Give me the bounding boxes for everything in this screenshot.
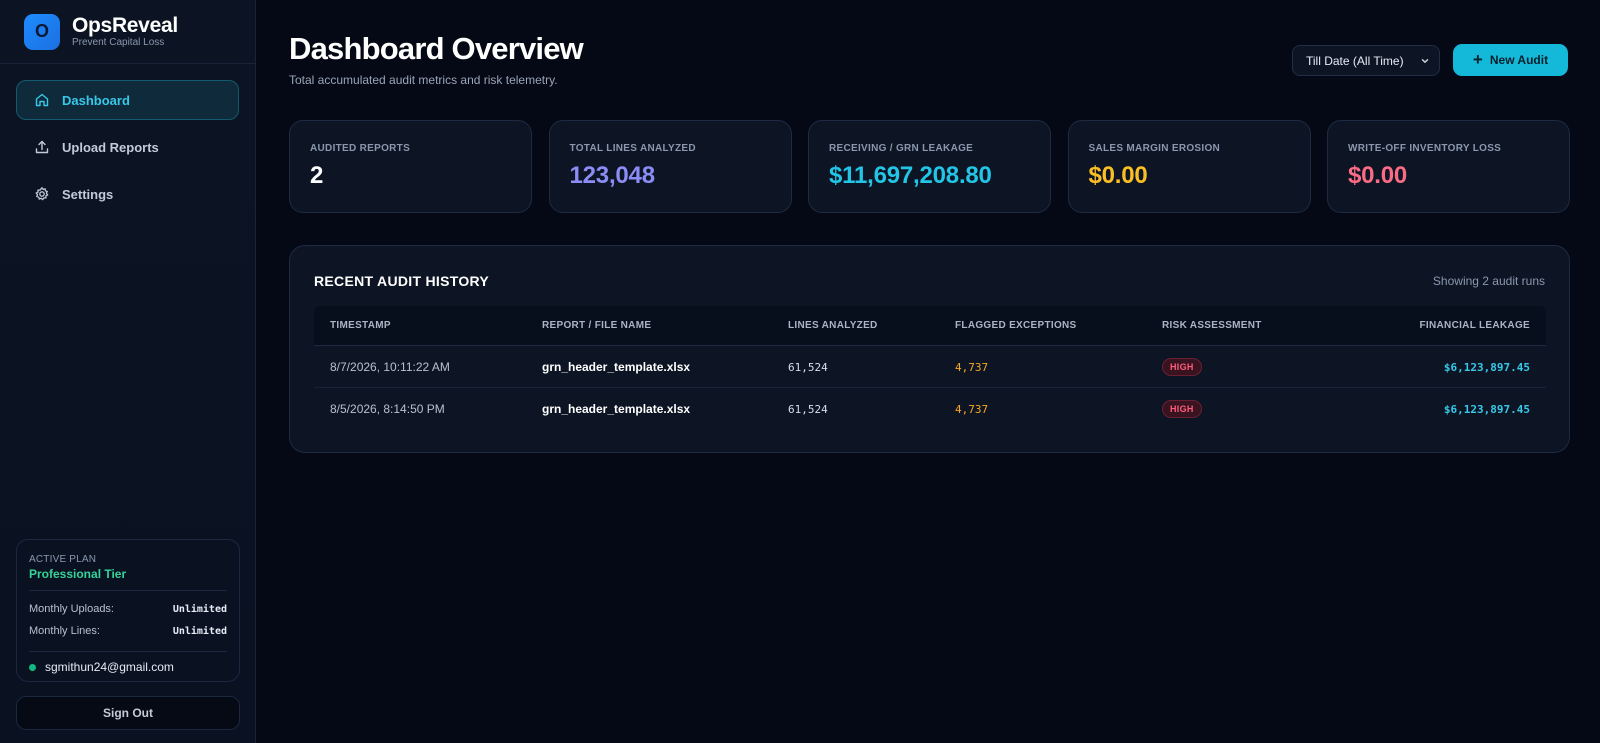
sidebar-item-label: Upload Reports [62,139,159,155]
monthly-lines-value: Unlimited [172,625,227,637]
audit-history-table: TIMESTAMP REPORT / FILE NAME LINES ANALY… [314,306,1546,430]
divider [29,651,227,652]
stat-label: AUDITED REPORTS [310,143,411,154]
chevron-down-icon [1421,59,1429,63]
sidebar-item-label: Dashboard [62,92,130,108]
cell-timestamp: 8/5/2026, 8:14:50 PM [330,402,445,416]
stat-card-sales-margin-erosion: SALES MARGIN EROSION $0.00 [1067,120,1311,213]
audit-history-panel: RECENT AUDIT HISTORY Showing 2 audit run… [289,245,1570,453]
date-range-select[interactable]: Till Date (All Time) [1292,45,1440,76]
home-icon [35,93,49,107]
stat-card-grn-leakage: RECEIVING / GRN LEAKAGE $11,697,208.80 [808,120,1051,213]
plan-label: ACTIVE PLAN [29,554,97,565]
cell-lines: 61,524 [788,361,828,374]
stat-label: WRITE-OFF INVENTORY LOSS [1348,143,1502,154]
column-header-lines[interactable]: LINES ANALYZED [788,320,878,331]
cell-leakage: $6,123,897.45 [1443,361,1530,374]
brand[interactable]: O OpsReveal Prevent Capital Loss [0,0,255,64]
new-audit-label: New Audit [1489,53,1549,67]
cell-flagged: 4,737 [955,361,989,374]
cell-lines: 61,524 [788,403,828,416]
cell-file-name[interactable]: grn_header_template.xlsx [542,360,691,374]
brand-text: OpsReveal Prevent Capital Loss [72,13,178,49]
audit-history-count: Showing 2 audit runs [1432,274,1545,288]
cell-file-name[interactable]: grn_header_template.xlsx [542,402,691,416]
sidebar-item-dashboard[interactable]: Dashboard [16,80,239,120]
monthly-lines-label: Monthly Lines: [29,625,100,637]
column-header-timestamp[interactable]: TIMESTAMP [330,320,391,331]
cell-timestamp: 8/7/2026, 10:11:22 AM [330,360,450,374]
stat-label: RECEIVING / GRN LEAKAGE [829,143,974,154]
plan-name: Professional Tier [29,567,127,581]
column-header-leakage[interactable]: FINANCIAL LEAKAGE [1419,320,1530,331]
monthly-uploads-value: Unlimited [172,603,227,615]
sidebar-nav: Dashboard Upload Reports Settings [0,64,255,237]
column-header-risk[interactable]: RISK ASSESSMENT [1162,320,1262,331]
cell-leakage: $6,123,897.45 [1443,403,1530,416]
stat-label: TOTAL LINES ANALYZED [569,143,696,154]
stat-value: $11,697,208.80 [829,162,992,189]
page-subtitle: Total accumulated audit metrics and risk… [289,73,558,87]
table-row[interactable]: 8/5/2026, 8:14:50 PM grn_header_template… [314,388,1546,430]
user-row: sgmithun24@gmail.com [29,660,227,674]
column-header-file-name[interactable]: REPORT / FILE NAME [542,320,652,331]
monthly-lines-row: Monthly Lines: Unlimited [29,620,227,642]
date-range-value: Till Date (All Time) [1306,53,1404,68]
brand-title: OpsReveal [72,13,178,37]
page-title: Dashboard Overview [289,31,584,66]
table-row[interactable]: 8/7/2026, 10:11:22 AM grn_header_templat… [314,346,1546,388]
table-header: TIMESTAMP REPORT / FILE NAME LINES ANALY… [314,306,1546,346]
stat-value: 123,048 [569,162,656,189]
brand-logo: O [24,13,60,50]
sidebar-item-settings[interactable]: Settings [16,174,239,214]
plus-icon: + [1472,50,1483,69]
stat-value: $0.00 [1348,162,1408,189]
risk-badge: HIGH [1162,358,1202,376]
stats-row: AUDITED REPORTS 2 TOTAL LINES ANALYZED 1… [289,120,1570,213]
upload-icon [35,140,49,154]
stat-value: $0.00 [1088,162,1148,189]
audit-history-title: RECENT AUDIT HISTORY [314,273,490,289]
risk-badge: HIGH [1162,400,1202,418]
main-content: Dashboard Overview Total accumulated aud… [256,0,1600,743]
sidebar-item-label: Settings [62,186,114,202]
plan-card: ACTIVE PLAN Professional Tier Monthly Up… [16,539,240,682]
brand-subtitle: Prevent Capital Loss [72,36,165,48]
gear-icon [35,186,49,201]
online-status-dot [29,663,36,671]
column-header-flagged[interactable]: FLAGGED EXCEPTIONS [955,320,1077,331]
new-audit-button[interactable]: + New Audit [1453,44,1568,76]
user-email: sgmithun24@gmail.com [45,660,174,674]
stat-card-audited-reports: AUDITED REPORTS 2 [289,120,532,213]
sidebar: O OpsReveal Prevent Capital Loss Dashboa… [0,0,256,743]
monthly-uploads-row: Monthly Uploads: Unlimited [29,598,227,620]
stat-value: 2 [310,162,324,189]
divider [29,590,227,591]
stat-card-total-lines: TOTAL LINES ANALYZED 123,048 [548,120,792,213]
sidebar-item-upload-reports[interactable]: Upload Reports [16,127,239,167]
stat-label: SALES MARGIN EROSION [1088,143,1221,154]
stat-card-write-off-loss: WRITE-OFF INVENTORY LOSS $0.00 [1327,120,1570,213]
monthly-uploads-label: Monthly Uploads: [29,603,114,615]
cell-flagged: 4,737 [955,403,989,416]
sign-out-button[interactable]: Sign Out [16,696,240,730]
